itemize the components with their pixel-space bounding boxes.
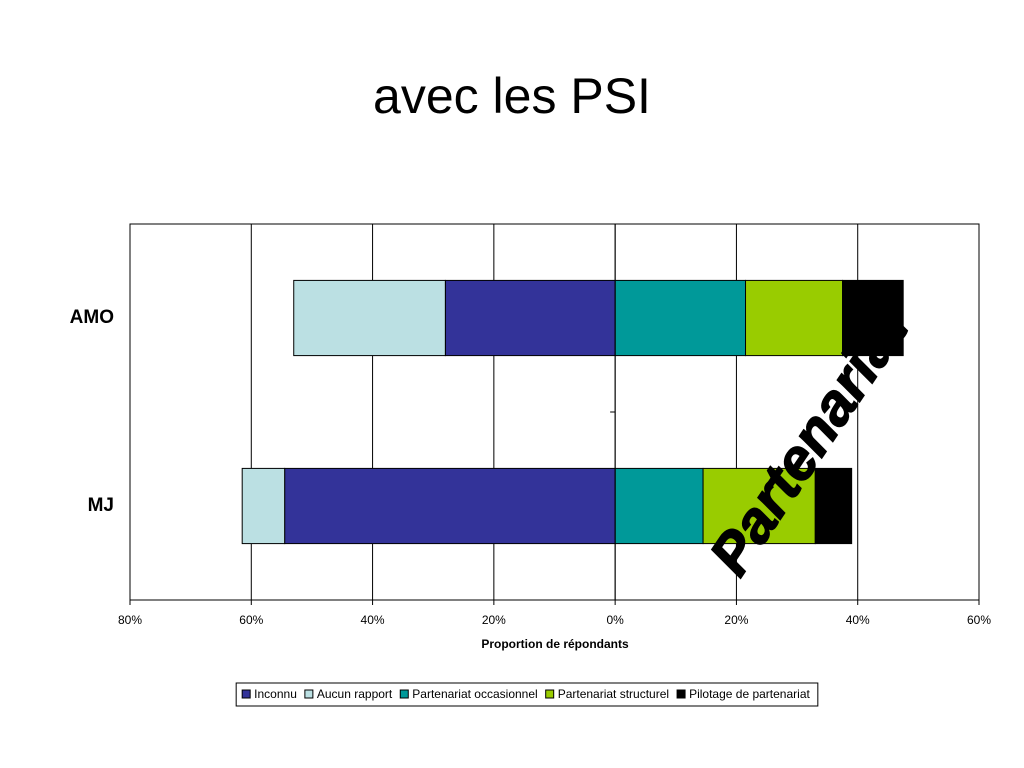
legend-swatch bbox=[399, 689, 409, 699]
x-tick-label: 20% bbox=[482, 613, 506, 627]
bar bbox=[293, 279, 446, 357]
y-tick-label: AMO bbox=[70, 307, 114, 328]
bar bbox=[702, 467, 816, 545]
x-tick-label: 60% bbox=[967, 613, 991, 627]
y-tick-label: MJ bbox=[88, 495, 114, 516]
bar bbox=[614, 279, 747, 357]
legend-label: Inconnu bbox=[254, 687, 297, 701]
bar bbox=[284, 467, 616, 545]
legend-label: Aucun rapport bbox=[317, 687, 393, 701]
legend-swatch bbox=[241, 689, 251, 699]
x-tick-label: 40% bbox=[846, 613, 870, 627]
legend-swatch bbox=[676, 689, 686, 699]
bar bbox=[614, 467, 704, 545]
x-tick-label: 0% bbox=[606, 613, 624, 627]
bar bbox=[745, 279, 844, 357]
bar bbox=[842, 279, 904, 357]
legend-label: Partenariat occasionnel bbox=[412, 687, 537, 701]
bar bbox=[241, 467, 286, 545]
legend-swatch bbox=[304, 689, 314, 699]
chart-title: avec les PSI bbox=[373, 68, 651, 124]
legend-label: Partenariat structurel bbox=[558, 687, 669, 701]
legend-swatch bbox=[545, 689, 555, 699]
legend-box bbox=[235, 682, 819, 707]
bar bbox=[444, 279, 616, 357]
legend-label: Pilotage de partenariat bbox=[689, 687, 810, 701]
legend: Inconnu Aucun rapport Partenariat occasion… bbox=[235, 682, 819, 707]
x-tick-label: 40% bbox=[361, 613, 385, 627]
x-axis-label: Proportion de répondants bbox=[481, 637, 629, 651]
x-tick-label: 60% bbox=[239, 613, 263, 627]
bar bbox=[814, 467, 853, 545]
x-tick-label: 20% bbox=[724, 613, 748, 627]
x-tick-label: 80% bbox=[118, 613, 142, 627]
